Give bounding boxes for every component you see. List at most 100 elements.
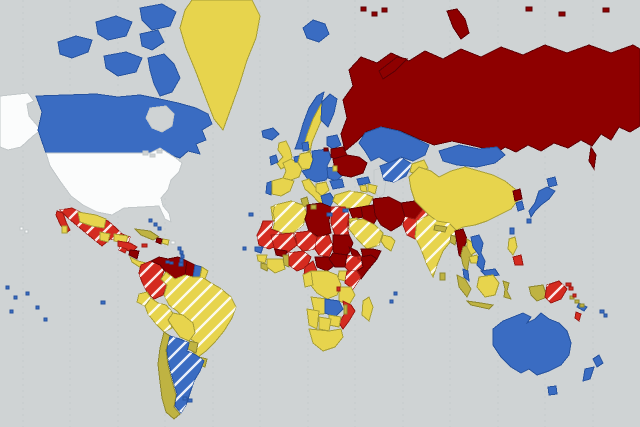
region-iceland[interactable] (261, 127, 280, 141)
region-arctic-islands-north[interactable] (95, 15, 133, 41)
island-arctic-russia-island[interactable] (525, 6, 533, 12)
island-png-islands[interactable] (565, 282, 572, 287)
region-south-sudan[interactable] (328, 252, 348, 268)
island-arctic-russia-island[interactable] (602, 7, 610, 13)
region-arctic-islands-west[interactable] (57, 35, 93, 59)
island-lesser-antilles[interactable] (177, 246, 182, 251)
region-libya[interactable] (304, 202, 332, 238)
region-madagascar[interactable] (361, 296, 374, 322)
island-bahamas[interactable] (148, 218, 153, 223)
region-arctic-islands-east[interactable] (139, 29, 165, 51)
region-malaysia-peninsula[interactable] (462, 268, 470, 283)
region-balkans[interactable] (315, 181, 330, 197)
region-south-korea[interactable] (515, 200, 525, 212)
region-mozambique[interactable] (338, 300, 356, 330)
island-cape-verde[interactable] (242, 246, 247, 251)
island-falkland-islands[interactable] (182, 396, 188, 401)
region-guinea[interactable] (256, 254, 268, 264)
island-kaliningrad[interactable] (323, 147, 329, 152)
region-baltic-states[interactable] (326, 134, 342, 150)
island-lesser-antilles[interactable] (179, 258, 184, 263)
region-greenland[interactable] (179, 0, 261, 131)
region-cote-divoire-ghana[interactable] (266, 258, 286, 274)
island-sicily[interactable] (310, 204, 317, 210)
region-ellesmere-island[interactable] (139, 3, 177, 31)
island-bahamas[interactable] (157, 226, 162, 231)
island-hawaii[interactable] (19, 226, 24, 231)
island-franz-josef-land[interactable] (360, 6, 367, 12)
island-taiwan[interactable] (509, 227, 515, 235)
region-mexico-central-states[interactable] (99, 231, 111, 243)
region-drc[interactable] (308, 270, 342, 300)
island-pacific-island[interactable] (5, 285, 10, 290)
island-franz-josef-land[interactable] (381, 7, 388, 13)
island-kyushu[interactable] (526, 218, 532, 224)
region-novaya-zemlya[interactable] (446, 8, 470, 40)
island-falkland-islands[interactable] (187, 398, 193, 403)
region-new-zealand-north[interactable] (592, 354, 604, 368)
island-bahamas[interactable] (153, 222, 158, 227)
region-malaysia-borneo[interactable] (479, 268, 500, 278)
island-solomon-islands[interactable] (579, 303, 585, 308)
island-rwanda-burundi[interactable] (336, 286, 341, 292)
island-lesser-antilles[interactable] (179, 250, 184, 255)
island-mauritius-reunion[interactable] (389, 299, 394, 304)
island-png-islands[interactable] (568, 286, 574, 291)
region-mongolia[interactable] (438, 144, 506, 168)
region-ireland[interactable] (269, 154, 279, 166)
region-new-zealand-south[interactable] (582, 366, 595, 382)
island-franz-josef-land[interactable] (371, 11, 378, 17)
region-svalbard[interactable] (302, 19, 330, 43)
island-fiji[interactable] (599, 309, 605, 314)
region-japan-hokkaido[interactable] (546, 176, 558, 188)
region-botswana[interactable] (318, 316, 332, 332)
region-sulawesi[interactable] (502, 280, 512, 300)
island-pacific-island[interactable] (25, 291, 30, 296)
region-west-papua[interactable] (528, 284, 548, 302)
region-sakhalin[interactable] (588, 145, 597, 171)
region-haiti[interactable] (155, 237, 163, 245)
region-nepal[interactable] (433, 224, 448, 233)
island-jamaica[interactable] (141, 243, 148, 248)
region-sudan[interactable] (332, 234, 354, 260)
region-mexico-north-states[interactable] (77, 211, 107, 229)
region-vietnam[interactable] (470, 234, 486, 273)
island-cyprus[interactable] (342, 208, 349, 213)
island-fiji[interactable] (603, 313, 608, 318)
island-sri-lanka[interactable] (439, 272, 446, 281)
island-solomon-islands[interactable] (569, 295, 575, 300)
island-arctic-russia-island[interactable] (558, 11, 566, 17)
region-namibia[interactable] (306, 308, 320, 330)
region-france[interactable] (282, 158, 303, 181)
region-nicaragua[interactable] (128, 249, 140, 260)
region-russia[interactable] (340, 44, 640, 155)
island-pacific-island[interactable] (13, 295, 18, 300)
region-south-africa[interactable] (308, 328, 344, 352)
island-moldova[interactable] (332, 165, 338, 172)
region-arctic-islands-mid[interactable] (103, 51, 143, 77)
region-iran[interactable] (372, 196, 408, 232)
region-uae-oman[interactable] (380, 234, 396, 252)
region-usa[interactable] (45, 147, 183, 223)
region-azerbaijan[interactable] (367, 183, 378, 195)
island-aruba-curacao[interactable] (169, 261, 174, 265)
region-north-korea[interactable] (512, 188, 523, 202)
region-gabon-congo[interactable] (302, 270, 314, 288)
region-bangladesh[interactable] (449, 234, 458, 246)
island-trinidad[interactable] (178, 262, 184, 267)
region-finland[interactable] (320, 93, 338, 128)
island-galapagos[interactable] (100, 300, 106, 305)
region-somalia[interactable] (356, 254, 378, 280)
region-denmark[interactable] (301, 141, 310, 152)
island-png-islands[interactable] (572, 293, 577, 298)
region-portugal[interactable] (265, 180, 273, 196)
region-senegal[interactable] (254, 246, 264, 254)
island-lesser-antilles[interactable] (180, 254, 185, 259)
island-puerto-rico[interactable] (170, 240, 176, 245)
island-pacific-island[interactable] (9, 309, 14, 314)
region-china[interactable] (408, 166, 520, 232)
region-tasmania[interactable] (547, 385, 558, 396)
region-mindanao[interactable] (512, 254, 524, 266)
island-pacific-island[interactable] (35, 305, 40, 310)
island-canary-islands[interactable] (248, 212, 254, 217)
